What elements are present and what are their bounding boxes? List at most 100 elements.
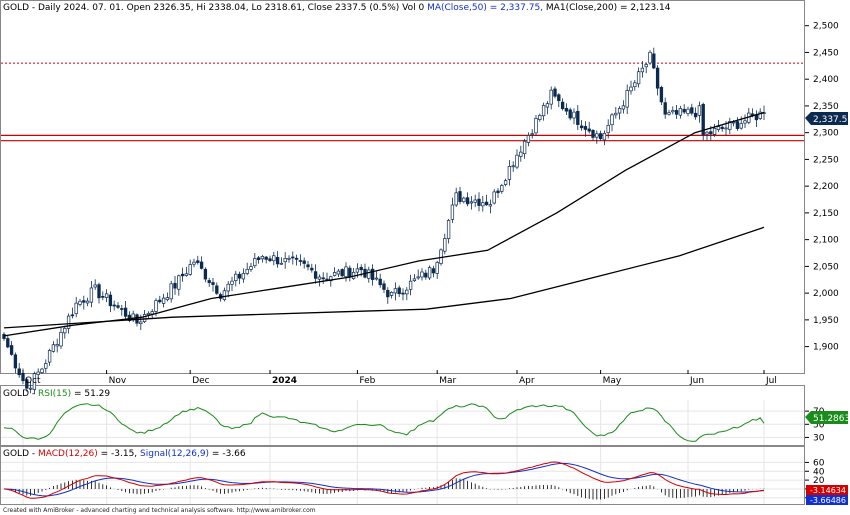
candle-body <box>51 344 56 352</box>
candle <box>690 103 694 116</box>
candle <box>59 327 63 349</box>
candle-body <box>648 51 652 64</box>
candle-body <box>549 89 553 105</box>
candle-body <box>659 87 664 103</box>
candle-body <box>541 105 546 117</box>
candle <box>572 108 576 125</box>
candle-body <box>302 260 306 264</box>
price-y-axis: 2,500 2,450 2,400 2,350 2,300 2,250 2,200 2,150… <box>805 22 839 353</box>
candle-body <box>393 288 398 294</box>
candle-body <box>408 280 413 290</box>
candle-body <box>63 327 67 334</box>
candle-body <box>712 128 717 135</box>
candle <box>412 273 417 282</box>
candle <box>237 271 242 285</box>
candle-body <box>412 278 417 281</box>
candle-body <box>321 277 325 280</box>
candle <box>279 257 284 265</box>
candle <box>583 121 588 137</box>
candle <box>6 335 10 349</box>
price-y-tick-label: 2,000 <box>813 289 839 299</box>
candle <box>424 269 428 280</box>
candle-body <box>40 368 44 373</box>
candle <box>336 268 341 277</box>
candle <box>682 104 686 115</box>
candle-body <box>283 258 287 263</box>
candle-body <box>120 308 124 310</box>
rsi-last-tag: 51.2863 <box>805 411 850 424</box>
candle <box>291 251 295 265</box>
candle-body <box>484 201 489 206</box>
macd-line <box>3 461 765 499</box>
x-tick-label: Jun <box>689 376 704 386</box>
candle-body <box>260 256 265 260</box>
candle-body <box>344 266 348 278</box>
candle <box>427 265 432 280</box>
candle <box>203 267 208 283</box>
candle <box>435 260 439 279</box>
candle-body <box>287 257 291 260</box>
candle-body <box>378 278 382 286</box>
candle-body <box>112 304 116 307</box>
candle <box>177 274 181 296</box>
candle <box>89 280 94 308</box>
candle-body <box>595 133 599 138</box>
candle <box>313 264 318 284</box>
candle <box>298 254 303 266</box>
rsi-line <box>3 403 765 442</box>
ma50-line <box>3 111 765 337</box>
candle <box>697 101 702 123</box>
candle-body <box>728 121 732 130</box>
signal-last-tag: -3.66486 <box>806 495 848 505</box>
candle-body <box>370 268 375 280</box>
candle <box>557 93 561 108</box>
candle-body <box>123 307 128 317</box>
candle-body <box>173 282 177 289</box>
candle <box>340 268 344 278</box>
candle <box>28 381 33 394</box>
candle <box>640 61 645 78</box>
candle <box>47 348 52 366</box>
candle <box>51 341 56 353</box>
macd-panel <box>0 446 805 505</box>
candle-body <box>13 354 18 369</box>
svg-text:-3.66486: -3.66486 <box>810 496 846 505</box>
candle-body <box>329 276 333 282</box>
candle-body <box>671 110 675 113</box>
candle-body <box>359 267 363 271</box>
macd-y-tick-label: 40 <box>813 467 825 477</box>
candle <box>97 282 101 304</box>
candle <box>446 218 451 244</box>
candle <box>275 251 280 268</box>
price-y-tick-label: 2,450 <box>813 48 839 58</box>
candle <box>443 233 447 255</box>
candle-body <box>579 125 584 129</box>
candle-body <box>9 345 14 355</box>
candle-body <box>500 185 504 192</box>
candle <box>606 119 610 139</box>
candle-body <box>294 257 299 260</box>
candle-body <box>503 180 508 185</box>
candle-body <box>241 273 246 280</box>
candle-body <box>655 67 660 89</box>
candle-body <box>598 133 603 140</box>
candle-body <box>621 105 626 110</box>
candle-body <box>427 267 432 279</box>
candle-body <box>348 267 352 278</box>
candle-body <box>496 190 500 194</box>
candle-body <box>184 273 189 276</box>
resistance-lines <box>1 62 804 142</box>
candle <box>503 178 508 187</box>
candle <box>222 287 227 302</box>
candle-body <box>253 258 257 267</box>
candle-body <box>279 262 284 265</box>
candle <box>123 301 128 321</box>
candle-body <box>709 131 713 135</box>
candle-body <box>583 126 588 130</box>
candle-body <box>602 132 607 141</box>
candle-body <box>389 291 394 296</box>
candle-body <box>139 321 143 325</box>
candle <box>549 86 553 110</box>
candle <box>633 80 637 91</box>
candle <box>655 65 660 96</box>
